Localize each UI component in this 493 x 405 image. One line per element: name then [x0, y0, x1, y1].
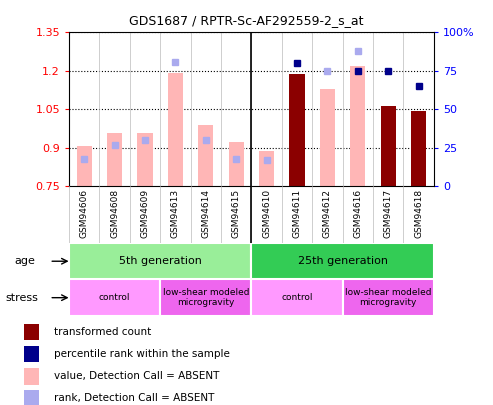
Bar	[69, 279, 160, 316]
Bar	[168, 72, 183, 186]
Bar	[381, 106, 396, 186]
Bar	[25, 390, 39, 405]
Text: GSM94606: GSM94606	[80, 189, 89, 238]
Text: percentile rank within the sample: percentile rank within the sample	[54, 349, 230, 359]
Bar	[289, 74, 305, 186]
Text: value, Detection Call = ABSENT: value, Detection Call = ABSENT	[54, 371, 219, 382]
Text: GSM94609: GSM94609	[141, 189, 149, 238]
Text: GSM94614: GSM94614	[201, 189, 211, 238]
Text: low-shear modeled
microgravity: low-shear modeled microgravity	[345, 288, 431, 307]
Bar	[343, 279, 434, 316]
Text: control: control	[282, 293, 313, 302]
Bar	[411, 111, 426, 186]
Text: low-shear modeled
microgravity: low-shear modeled microgravity	[163, 288, 249, 307]
Text: GSM94615: GSM94615	[232, 189, 241, 238]
Bar	[229, 142, 244, 186]
Bar	[350, 66, 365, 186]
Bar	[69, 243, 251, 279]
Text: GDS1687 / RPTR-Sc-AF292559-2_s_at: GDS1687 / RPTR-Sc-AF292559-2_s_at	[129, 14, 364, 27]
Text: 5th generation: 5th generation	[119, 256, 202, 266]
Text: stress: stress	[5, 293, 38, 303]
Bar	[198, 125, 213, 186]
Bar	[289, 74, 305, 186]
Bar	[160, 279, 251, 316]
Text: control: control	[99, 293, 130, 302]
Bar	[107, 134, 122, 186]
Text: GSM94617: GSM94617	[384, 189, 393, 238]
Bar	[251, 243, 434, 279]
Text: GSM94613: GSM94613	[171, 189, 180, 238]
Text: rank, Detection Call = ABSENT: rank, Detection Call = ABSENT	[54, 393, 214, 403]
Text: GSM94611: GSM94611	[292, 189, 302, 238]
Text: GSM94610: GSM94610	[262, 189, 271, 238]
Text: age: age	[15, 256, 35, 266]
Text: transformed count: transformed count	[54, 327, 151, 337]
Bar	[76, 145, 92, 186]
Bar	[251, 279, 343, 316]
Bar	[25, 346, 39, 362]
Text: GSM94616: GSM94616	[353, 189, 362, 238]
Bar	[259, 151, 274, 186]
Bar	[25, 369, 39, 384]
Text: GSM94612: GSM94612	[323, 189, 332, 238]
Bar	[138, 133, 153, 186]
Text: GSM94608: GSM94608	[110, 189, 119, 238]
Text: 25th generation: 25th generation	[298, 256, 387, 266]
Bar	[320, 89, 335, 186]
Bar	[25, 324, 39, 340]
Text: GSM94618: GSM94618	[414, 189, 423, 238]
